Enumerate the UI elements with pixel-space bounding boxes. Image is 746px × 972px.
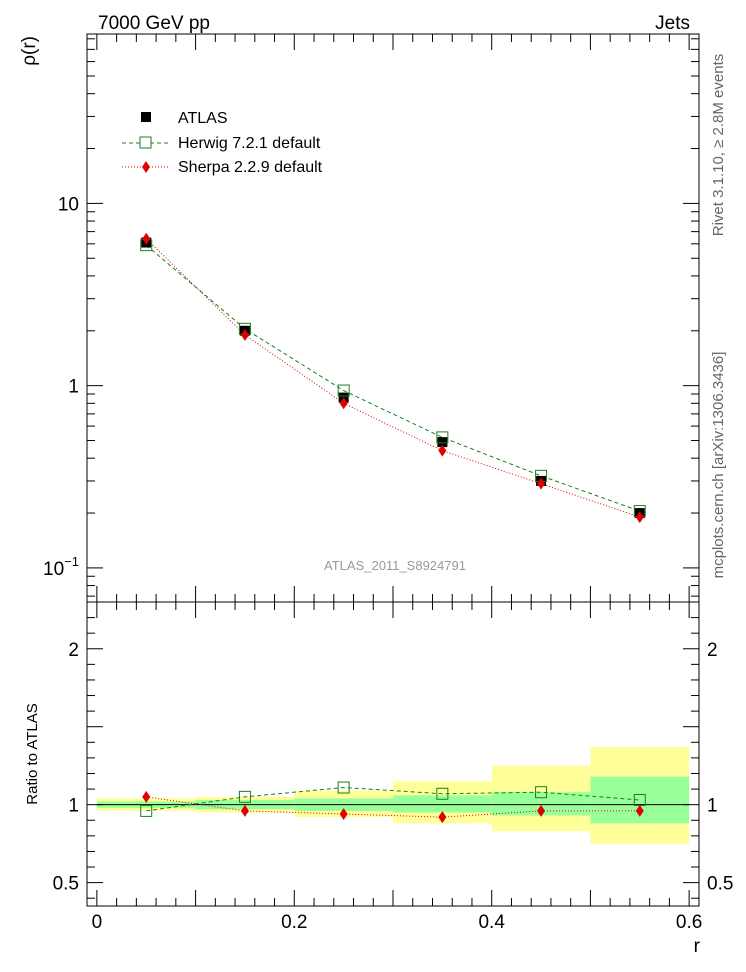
ratio-sherpa-point xyxy=(339,808,348,821)
legend-atlas-label: ATLAS xyxy=(178,110,228,127)
header-right-label: Jets xyxy=(655,13,690,34)
legend-herwig-label: Herwig 7.2.1 default xyxy=(178,135,321,152)
herwig-point xyxy=(436,431,449,444)
ratio-band-inner xyxy=(393,795,492,813)
ratio-y-tick-label: 0.5 xyxy=(53,874,79,895)
x-tick-label: 0.6 xyxy=(676,912,702,933)
ratio-sherpa-point xyxy=(635,804,644,817)
ratio-panel: 2 2 1 1 0.5 0.5 0 0.2 0.4 0.6 Ratio to ATLAS r xyxy=(24,601,733,957)
ratio-band-inner xyxy=(491,792,591,816)
ratio-herwig-point xyxy=(436,787,449,800)
x-axis-label: r xyxy=(694,936,701,957)
ratio-herwig-point xyxy=(337,781,350,794)
sherpa-point xyxy=(142,232,151,245)
ratio-sherpa-point xyxy=(438,811,447,824)
legend-entry-sherpa: Sherpa 2.2.9 default xyxy=(122,159,323,176)
herwig-point xyxy=(337,384,350,397)
ratio-bands-layer xyxy=(96,746,690,844)
x-tick-label: 0 xyxy=(92,912,103,933)
rivet-label: Rivet 3.1.10, ≥ 2.8M events xyxy=(710,54,727,237)
legend-entry-atlas: ATLAS xyxy=(141,110,228,127)
ratio-y-tick-label: 2 xyxy=(68,640,79,661)
header-left-label: 7000 GeV pp xyxy=(98,13,210,34)
herwig-line xyxy=(145,244,640,512)
ratio-herwig-point xyxy=(238,790,251,803)
ratio-herwig-point xyxy=(535,786,548,799)
main-y-tick-label: 10−1 xyxy=(43,554,79,580)
ratio-herwig-line xyxy=(146,787,640,812)
sherpa-point xyxy=(635,511,644,524)
main-y-axis-label: ρ(r) xyxy=(19,36,40,66)
legend-entry-herwig: Herwig 7.2.1 default xyxy=(122,135,321,152)
ratio-y-tick-label-right: 2 xyxy=(707,640,718,661)
ratio-x-ticks: 0 0.2 0.4 0.6 xyxy=(92,602,702,933)
ratio-y-tick-label: 1 xyxy=(68,796,79,817)
x-tick-label: 0.4 xyxy=(478,912,505,933)
sherpa-line xyxy=(145,238,640,518)
ratio-sherpa-point xyxy=(142,790,151,803)
ratio-y-tick-label-right: 0.5 xyxy=(707,874,733,895)
sherpa-point xyxy=(339,397,348,410)
ratio-y-axis-label: Ratio to ATLAS xyxy=(24,703,41,804)
legend: ATLAS Herwig 7.2.1 default Sherpa 2.2.9 … xyxy=(122,110,323,176)
watermark: ATLAS_2011_S8924791 xyxy=(324,558,466,573)
main-panel: 10 1 10−1 ρ(r) ATLAS_2011_S8924791 ATLAS H… xyxy=(19,33,700,603)
sherpa-point xyxy=(240,328,249,341)
mcplots-label: mcplots.cern.ch [arXiv:1306.3436] xyxy=(710,352,727,579)
main-y-tick-label: 1 xyxy=(68,377,79,398)
ratio-sherpa-point xyxy=(537,804,546,817)
ratio-series-layer xyxy=(140,781,646,824)
ratio-y-ticks: 2 2 1 1 0.5 0.5 xyxy=(53,601,733,899)
main-series-layer xyxy=(140,232,646,524)
ratio-sherpa-point xyxy=(240,804,249,817)
main-y-tick-label: 10 xyxy=(58,194,79,215)
sherpa-point xyxy=(537,477,546,490)
sherpa-point xyxy=(438,444,447,457)
main-y-ticks: 10 1 10−1 xyxy=(43,34,699,602)
atlas-point xyxy=(437,437,448,448)
legend-sherpa-marker xyxy=(142,161,150,173)
legend-sherpa-label: Sherpa 2.2.9 default xyxy=(178,159,323,176)
ratio-herwig-point xyxy=(140,804,153,817)
ratio-y-tick-label-right: 1 xyxy=(707,796,718,817)
legend-atlas-marker xyxy=(141,112,151,122)
x-tick-label: 0.2 xyxy=(281,912,307,933)
legend-herwig-marker xyxy=(139,136,152,149)
